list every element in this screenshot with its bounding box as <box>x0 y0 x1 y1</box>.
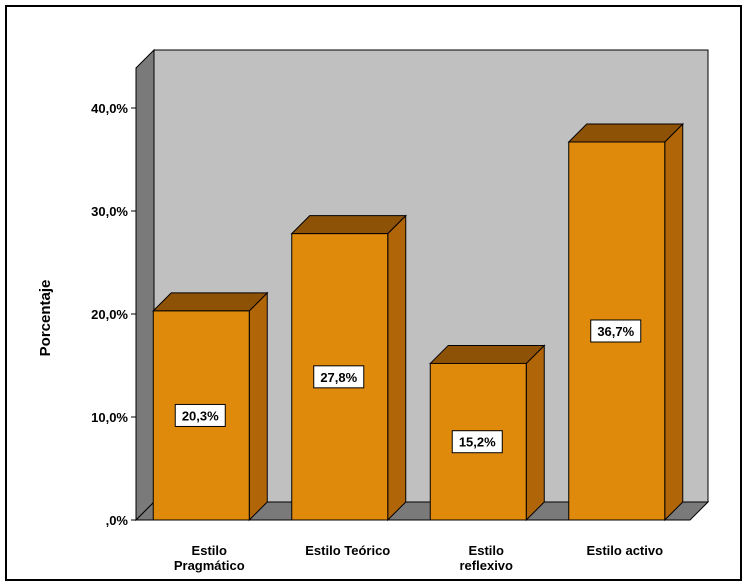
bar-side <box>387 214 407 522</box>
bar-side <box>525 344 545 522</box>
data-label-box <box>451 430 503 454</box>
y-tick-label: 20,0% <box>91 307 128 322</box>
y-tick-label: 10,0% <box>91 410 128 425</box>
y-tick-label: 40,0% <box>91 101 128 116</box>
bar: 15,2% <box>429 344 546 522</box>
y-axis-title: Porcentaje <box>37 280 54 357</box>
x-axis-ticks: Estilo Pragmático Estilo Teórico Estilo refl… <box>174 543 663 573</box>
bar: 36,7% <box>567 122 684 522</box>
data-label-box <box>313 365 365 389</box>
bar-side <box>664 122 684 522</box>
bar-series: 20,3% 27,8% 15,2% 36,7% <box>152 122 684 522</box>
x-tick-label: Estilo activo <box>586 543 663 558</box>
data-label: 20,3% <box>182 408 219 423</box>
data-label-box <box>590 319 642 343</box>
y-tick-label: ,0% <box>106 513 129 528</box>
data-label-box <box>174 403 226 427</box>
x-tick-label: Estilo Pragmático <box>174 543 245 573</box>
bar-top <box>290 215 407 235</box>
x-tick-label: Estilo reflexivo <box>460 543 514 573</box>
bar-top <box>429 344 546 364</box>
data-label: 27,8% <box>320 370 357 385</box>
bar: 27,8% <box>290 214 407 522</box>
left-wall <box>135 48 155 522</box>
bar-top <box>152 292 269 312</box>
y-tick-label: 30,0% <box>91 204 128 219</box>
bar-top <box>567 123 684 143</box>
x-tick-label: Estilo Teórico <box>305 543 390 558</box>
y-axis-ticks: ,0% 10,0% 20,0% 30,0% 40,0% <box>91 101 136 528</box>
data-label: 15,2% <box>459 435 496 450</box>
data-label: 36,7% <box>597 324 634 339</box>
bar-side <box>248 291 268 522</box>
bar: 20,3% <box>152 291 269 522</box>
